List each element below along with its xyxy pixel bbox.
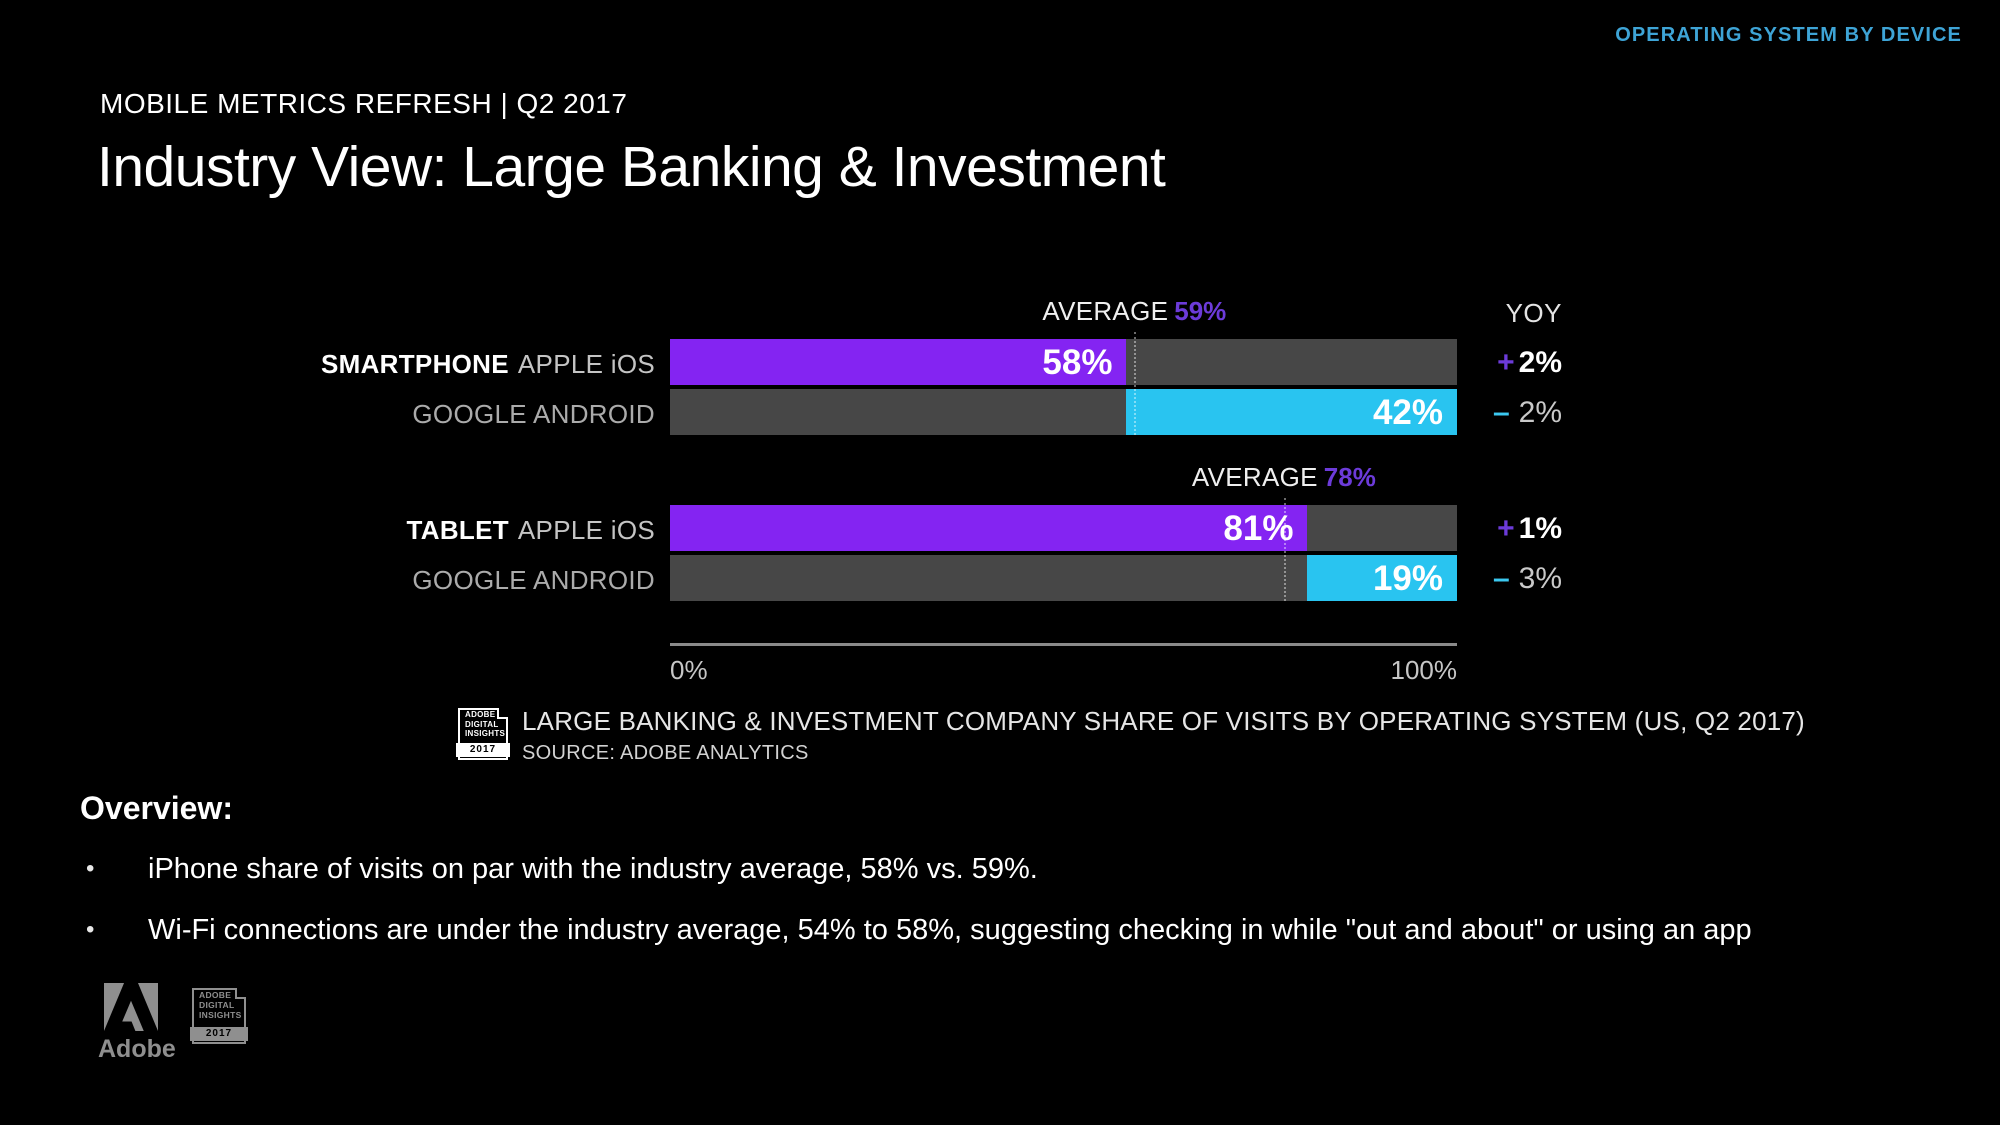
yoy-number: 2% <box>1518 396 1562 429</box>
adi-badge: ADOBE DIGITAL INSIGHTS 2017 <box>456 708 510 760</box>
adobe-logo-icon <box>104 983 158 1031</box>
yoy-sign: – <box>1492 396 1510 429</box>
yoy-number: 1% <box>1518 512 1562 545</box>
badge-fold-corner-icon <box>235 988 246 999</box>
yoy-tablet-android: –3% <box>1372 555 1562 601</box>
row-label-tablet-android: GOOGLE ANDROID <box>0 555 655 601</box>
device-label: TABLET <box>406 515 509 545</box>
bullet-icon: • <box>86 916 95 943</box>
chart-source: SOURCE: ADOBE ANALYTICS <box>522 742 809 764</box>
adi-badge-footer: ADOBE DIGITAL INSIGHTS 2017 <box>190 988 248 1044</box>
page-title: Industry View: Large Banking & Investmen… <box>97 135 1166 199</box>
badge-line: DIGITAL <box>199 1000 235 1010</box>
yoy-sign: + <box>1497 512 1515 545</box>
row-label-smartphone-android: GOOGLE ANDROID <box>0 389 655 435</box>
yoy-sign: + <box>1497 346 1515 379</box>
badge-year: 2017 <box>190 1027 248 1041</box>
os-label: GOOGLE ANDROID <box>412 399 655 429</box>
badge-line: INSIGHTS <box>465 729 506 738</box>
bar-tablet-ios: 81% <box>670 505 1457 551</box>
axis-tick-0: 0% <box>670 655 708 685</box>
android-bar-fill: 19% <box>1307 555 1457 601</box>
bullet-text: iPhone share of visits on par with the i… <box>148 853 1038 885</box>
ios-bar-fill: 81% <box>670 505 1308 551</box>
bar-value-label: 19% <box>1372 559 1443 598</box>
ios-bar-fill: 58% <box>670 339 1127 385</box>
row-label-smartphone-ios: SMARTPHONE APPLE iOS <box>0 339 655 385</box>
badge-line: INSIGHTS <box>199 1010 242 1020</box>
average-value: 59% <box>1174 296 1227 326</box>
yoy-number: 2% <box>1518 346 1562 379</box>
bar-smartphone-android: 42% <box>670 389 1457 435</box>
badge-line: DIGITAL <box>465 719 499 729</box>
smartphone-bar-group: AVERAGE 59% 58% 42% <box>670 296 1457 435</box>
yoy-smartphone-android: –2% <box>1372 389 1562 435</box>
average-annotation: AVERAGE 59% <box>1042 296 1226 327</box>
badge-line: ADOBE <box>465 710 496 719</box>
list-item: • iPhone share of visits on par with the… <box>80 850 1940 888</box>
row-label-tablet-ios: TABLET APPLE iOS <box>0 505 655 551</box>
deck-eyebrow: MOBILE METRICS REFRESH | Q2 2017 <box>100 88 628 119</box>
chart-caption: LARGE BANKING & INVESTMENT COMPANY SHARE… <box>522 706 1805 736</box>
average-word: AVERAGE <box>1042 296 1169 326</box>
bullet-text: Wi-Fi connections are under the industry… <box>148 914 1752 946</box>
overview-list: • iPhone share of visits on par with the… <box>80 850 1940 972</box>
badge-fold-corner-icon <box>497 708 508 719</box>
average-marker-line <box>1283 498 1286 601</box>
average-value: 78% <box>1323 462 1376 492</box>
yoy-number: 3% <box>1518 562 1562 595</box>
average-word: AVERAGE <box>1191 462 1318 492</box>
bar-smartphone-ios: 58% <box>670 339 1457 385</box>
yoy-column-header: YOY <box>1505 298 1562 328</box>
adobe-wordmark: Adobe <box>98 1035 176 1063</box>
tablet-bar-group: AVERAGE 78% 81% 19% <box>670 462 1457 601</box>
badge-line: ADOBE <box>199 990 232 1000</box>
device-label: SMARTPHONE <box>321 349 509 379</box>
average-marker-line <box>1134 332 1137 435</box>
yoy-smartphone-ios: +2% <box>1372 339 1562 385</box>
bullet-icon: • <box>86 855 95 882</box>
yoy-sign: – <box>1492 562 1510 595</box>
badge-year: 2017 <box>456 743 510 757</box>
yoy-tablet-ios: +1% <box>1372 505 1562 551</box>
os-label: APPLE iOS <box>517 349 655 379</box>
axis-tick-100: 100% <box>1390 655 1458 685</box>
x-axis-line <box>670 643 1457 646</box>
bar-value-label: 58% <box>1042 343 1113 382</box>
os-label: APPLE iOS <box>517 515 655 545</box>
bar-value-label: 81% <box>1223 509 1294 548</box>
list-item: • Wi-Fi connections are under the indust… <box>80 911 1940 949</box>
overview-heading: Overview: <box>80 790 233 826</box>
bar-value-label: 42% <box>1372 393 1443 432</box>
os-label: GOOGLE ANDROID <box>412 565 655 595</box>
android-bar-fill: 42% <box>1126 389 1457 435</box>
slide-kicker: OPERATING SYSTEM BY DEVICE <box>1615 24 1962 46</box>
average-annotation: AVERAGE 78% <box>1192 462 1376 493</box>
bar-tablet-android: 19% <box>670 555 1457 601</box>
